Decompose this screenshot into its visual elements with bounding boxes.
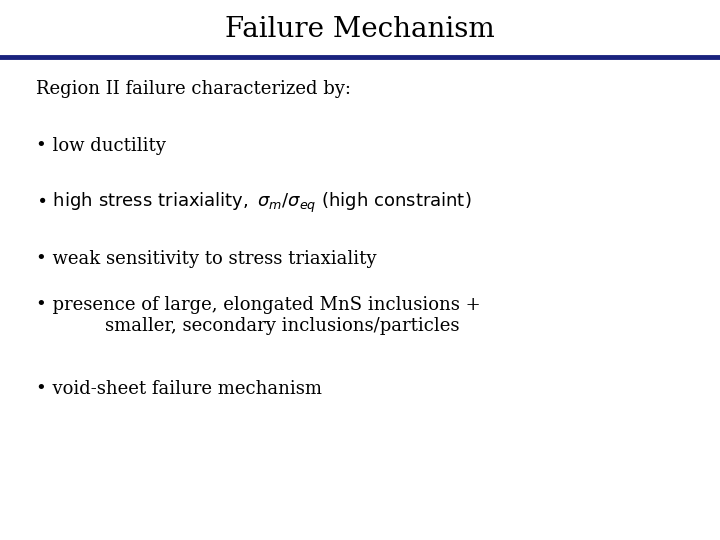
Text: Failure Mechanism: Failure Mechanism <box>225 16 495 43</box>
Text: • low ductility: • low ductility <box>36 137 166 155</box>
Text: • void-sheet failure mechanism: • void-sheet failure mechanism <box>36 380 322 398</box>
Text: • weak sensitivity to stress triaxiality: • weak sensitivity to stress triaxiality <box>36 250 377 268</box>
Text: • presence of large, elongated MnS inclusions +
            smaller, secondary i: • presence of large, elongated MnS inclu… <box>36 296 481 335</box>
Text: Region II failure characterized by:: Region II failure characterized by: <box>36 80 351 98</box>
Text: $\bullet$ $\mathregular{high\ stress\ triaxiality,\ }$$\sigma_m/\sigma_{eq}$$\ma: $\bullet$ $\mathregular{high\ stress\ tr… <box>36 191 472 214</box>
